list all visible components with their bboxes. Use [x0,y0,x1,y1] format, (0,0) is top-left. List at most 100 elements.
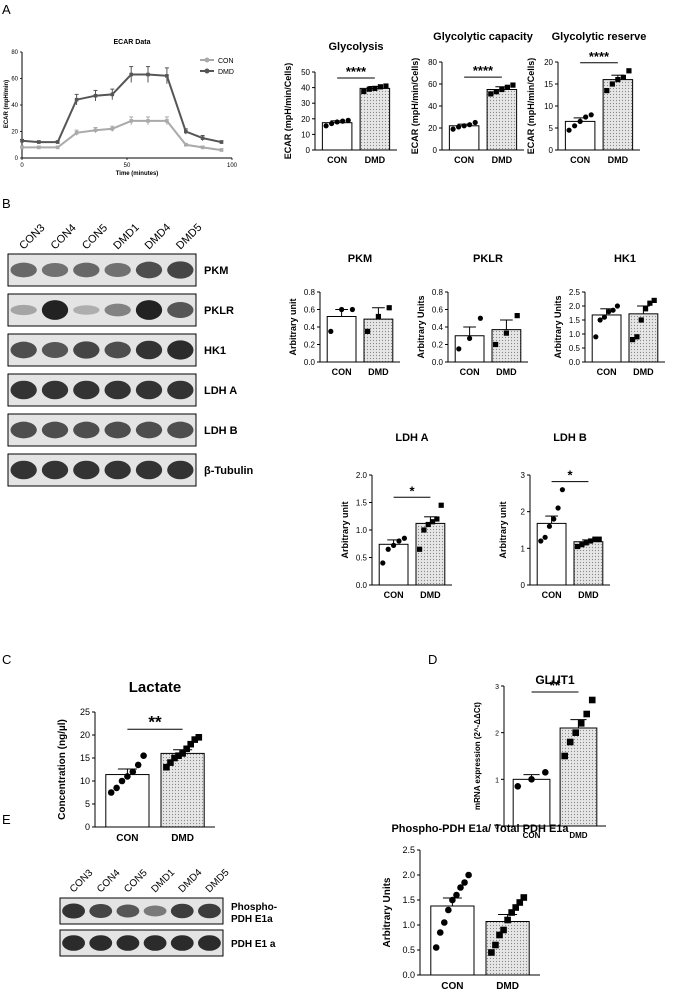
chart-hk1: HK1 0.0 0.5 1.0 1.5 2.0 2.5 Arbitrary Units CON D… [553,253,665,377]
blot-band [135,421,163,439]
chart-title: PKM [348,253,372,265]
x-tick-label: CON [332,367,352,377]
blot-row-label: HK1 [204,345,226,357]
data-point [542,769,549,776]
data-point [577,720,585,727]
data-point [37,140,41,144]
data-point [339,306,345,313]
data-point [361,88,367,95]
y-tick-label: 0.0 [569,358,581,367]
data-point [614,303,621,309]
data-point [328,328,334,334]
x-tick-label: DMD [496,981,519,992]
chart-lactate: Lactate 0 5 10 15 20 25 Concentration (ng/µl) CO… [57,679,215,844]
blot-row-label: Phospho- [231,902,277,913]
blot-band [135,340,163,360]
y-tick-label: 30 [301,99,310,108]
blot-band [104,303,131,317]
blot-band [104,421,131,439]
x-tick-label: CON [116,833,138,844]
chart-title: Glycolytic reserve [552,31,647,43]
chart-title: Glycolytic capacity [433,31,534,43]
significance-marker: **** [473,63,494,78]
data-point [504,84,510,90]
blot-band [89,935,113,951]
y-tick-label: 0 [495,824,499,831]
x-tick-label: DMD [420,590,441,600]
lane-label: CON5 [80,222,110,252]
data-point [107,789,115,796]
data-point [20,138,24,143]
data-point [429,519,436,525]
data-point [542,534,548,540]
y-tick-label: 2.5 [569,288,581,297]
data-point [528,776,535,783]
blot-band [41,342,69,358]
y-tick-label: 3 [495,684,499,691]
blot-band [41,380,69,400]
data-point [165,119,169,123]
data-point [610,307,616,313]
x-tick-label: CON [327,155,347,165]
data-point [566,127,572,133]
panel-label-b: B [2,196,11,211]
data-point [514,783,522,790]
data-point [538,538,544,544]
data-point [385,546,391,552]
data-point [583,540,589,546]
blot-band [89,903,113,919]
blot-band [73,460,100,480]
data-point [113,784,120,792]
blot-band [10,380,37,400]
y-tick-label: 0.8 [304,288,316,297]
data-point [508,909,515,916]
data-point [503,330,509,336]
data-point [465,871,472,879]
blot-band [170,935,194,951]
y-tick-label: 1.0 [356,526,368,535]
blot-strip [59,929,224,957]
blot-band [104,262,131,278]
data-point [146,72,150,77]
data-point [187,740,194,748]
y-tick-label: 60 [11,77,18,83]
legend-marker [204,68,210,74]
data-point [496,931,503,939]
blot-strip [7,293,197,327]
data-point [184,142,188,147]
blot-row-label: PDH E1 a [231,939,276,950]
lane-label: CON3 [68,867,96,895]
data-point [377,84,383,90]
x-tick-label: DMD [171,833,194,844]
chart-ldhb: LDH B 0 1 2 3 Arbitrary unit CON DMD * [498,432,610,600]
data-point [434,516,440,522]
data-point [546,523,553,529]
y-tick-label: 15 [80,753,90,763]
blot-strip [7,253,197,287]
x-tick-label: 50 [124,163,131,169]
x-tick-label: DMD [365,155,386,165]
data-point [493,89,499,95]
blot-strip [7,453,197,487]
blot-band [104,460,131,480]
y-tick-label: 0.5 [356,554,368,563]
chart-pdh: Phospho-PDH E1a/ Total PDH E1a 0.0 0.5 1.0 1… [382,823,569,992]
blot-band [73,305,100,315]
x-tick-label: CON [441,981,463,992]
x-tick-label: CON [384,590,404,600]
y-tick-label: 80 [11,50,18,56]
blot-row-label: LDH A [204,385,237,397]
data-point [514,313,520,319]
data-point [596,536,602,542]
significance-marker: * [567,468,573,483]
lane-label: DMD5 [174,222,205,253]
data-point [488,91,494,97]
blot-band [116,904,140,918]
chart-title: GLUT1 [535,673,575,687]
data-point [606,309,612,315]
data-point [559,487,566,493]
data-point [417,546,423,552]
panel-label-c: C [2,652,11,667]
